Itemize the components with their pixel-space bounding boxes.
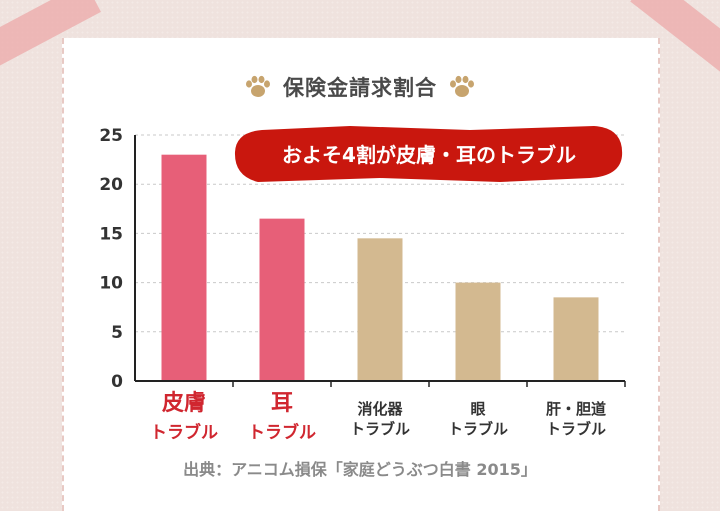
y-tick-label: 5 [111,323,123,343]
bar [259,218,305,381]
y-tick-label: 0 [111,372,123,392]
banner-shape [234,126,623,182]
source-note: 出典：アニコム損保「家庭どうぶつ白書 2015」 [183,460,537,479]
bar [553,297,599,381]
bar [455,282,501,381]
x-category-sublabel: トラブル [248,422,316,443]
y-tick-label: 20 [99,175,123,195]
x-category-label: 耳 [271,391,293,416]
x-category-sublabel: トラブル [350,420,410,438]
x-category-sublabel: トラブル [150,422,218,443]
x-category-sublabel: トラブル [546,420,606,438]
y-tick-label: 25 [99,126,123,146]
x-category-label: 眼 [470,400,485,418]
y-tick-label: 15 [99,224,123,244]
x-category-label: 皮膚 [162,390,206,416]
x-category-sublabel: トラブル [448,420,508,438]
paw-icon-left [246,75,270,97]
banner-text: およそ4割が皮膚・耳のトラブル [282,143,576,167]
bar [161,154,207,381]
annotation-banner: およそ4割が皮膚・耳のトラブル [234,126,623,182]
y-tick-label: 10 [99,274,123,294]
chart-title: 保険金請求割合 [283,76,437,100]
paw-icon-right [450,75,474,97]
chart-title-row: 保険金請求割合 [0,72,720,102]
bar [357,238,403,381]
x-category-label: 肝・胆道 [546,400,606,418]
x-category-label: 消化器 [357,400,403,418]
